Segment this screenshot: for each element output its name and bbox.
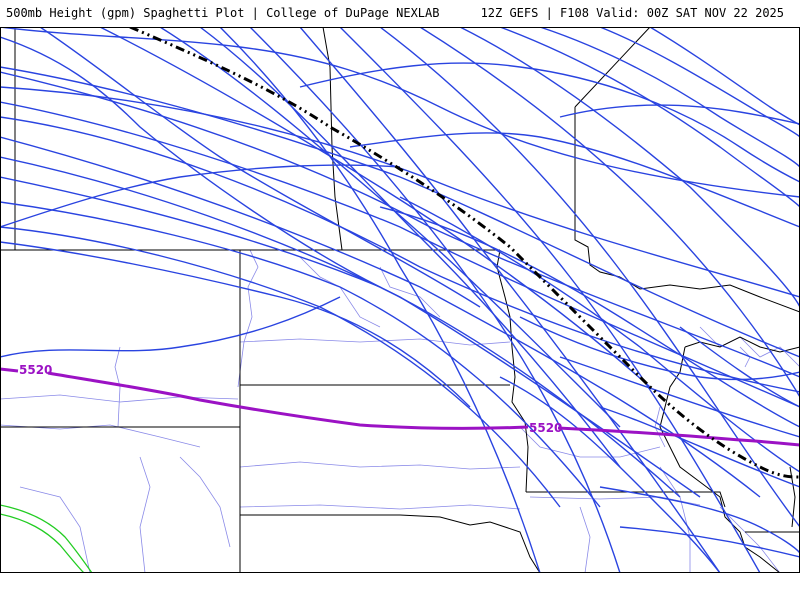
map-header: 500mb Height (gpm) Spaghetti Plot | Coll… xyxy=(0,0,800,26)
mean-5520-contour: 5520 5520 xyxy=(0,363,800,447)
contour-label-5520-west: 5520 xyxy=(19,363,52,377)
ensemble-member-contours xyxy=(0,26,800,574)
map-canvas: 5520 5520 xyxy=(0,25,800,574)
county-boundaries xyxy=(0,249,800,574)
green-member-contours xyxy=(0,504,93,574)
valid-time: 12Z GEFS | F108 Valid: 00Z SAT NOV 22 20… xyxy=(480,6,784,20)
contour-label-5520-east: 5520 xyxy=(529,421,562,435)
mean-dash-dot-line xyxy=(129,25,800,479)
map-frame xyxy=(0,27,800,573)
map-title: 500mb Height (gpm) Spaghetti Plot | Coll… xyxy=(6,6,440,20)
spaghetti-map: 5520 5520 xyxy=(0,25,800,574)
